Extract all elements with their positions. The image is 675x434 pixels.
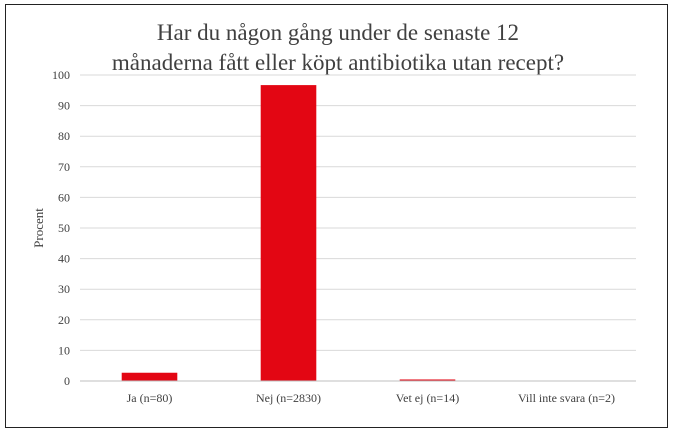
y-tick-label: 100 xyxy=(52,68,70,82)
x-category-label: Vet ej (n=14) xyxy=(396,391,459,405)
bar xyxy=(121,372,178,381)
y-tick-label: 10 xyxy=(58,343,70,357)
y-tick-labels: 0 10 20 30 40 50 60 70 80 90 100 xyxy=(52,68,70,388)
y-tick-label: 40 xyxy=(58,252,70,266)
y-tick-label: 30 xyxy=(58,282,70,296)
y-tick-label: 70 xyxy=(58,160,70,174)
y-tick-label: 80 xyxy=(58,129,70,143)
y-axis-title: Procent xyxy=(31,208,46,248)
x-category-labels: Ja (n=80) Nej (n=2830) Vet ej (n=14) Vill i… xyxy=(127,391,615,405)
x-category-label: Nej (n=2830) xyxy=(256,391,321,405)
bar xyxy=(399,379,456,381)
chart-title-line-2: månaderna fått eller köpt antibiotika ut… xyxy=(112,50,564,75)
gridlines xyxy=(80,74,636,351)
y-tick-label: 50 xyxy=(58,221,70,235)
chart-title-line-1: Har du någon gång under de senaste 12 xyxy=(157,20,519,45)
y-tick-label: 0 xyxy=(64,374,70,388)
y-tick-label: 20 xyxy=(58,313,70,327)
y-tick-label: 90 xyxy=(58,99,70,113)
y-tick-label: 60 xyxy=(58,190,70,204)
bar xyxy=(260,85,317,382)
bars xyxy=(121,85,595,382)
x-category-label: Ja (n=80) xyxy=(127,391,173,405)
x-category-label: Vill inte svara (n=2) xyxy=(518,391,615,405)
